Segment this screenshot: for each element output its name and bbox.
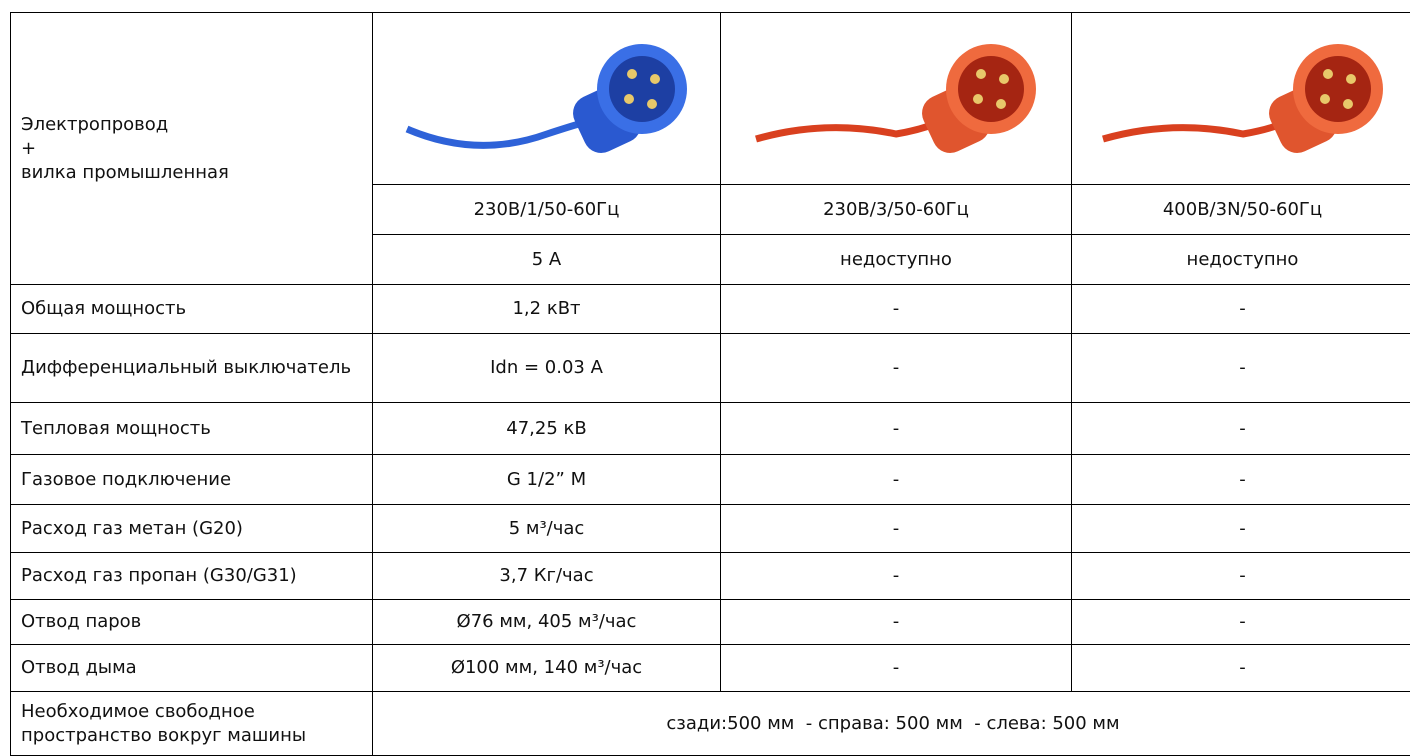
cell: недоступно (720, 234, 1072, 285)
cell: Расход газ метан (G20) (10, 504, 373, 553)
cell: Расход газ пропан (G30/G31) (10, 552, 373, 600)
cell: Отвод дыма (10, 644, 373, 692)
red-plug (1101, 43, 1383, 153)
voltage-row: 230В/1/50-60Гц 230В/3/50-60Гц 400В/3N/50… (11, 184, 1410, 235)
row: Дифференциальный выключатель Idn = 0.03 A… (10, 333, 1410, 403)
row: Отвод паров Ø76 мм, 405 м³/час - - (10, 599, 1410, 645)
cell: - (720, 454, 1072, 505)
header-label: Электропровод + вилка промышленная (10, 12, 373, 285)
cell: - (720, 644, 1072, 692)
cell: - (720, 333, 1072, 403)
cell: - (1071, 644, 1410, 692)
cell: - (720, 552, 1072, 600)
cell: - (720, 599, 1072, 645)
cell: 230В/1/50-60Гц (372, 184, 721, 235)
footer-row: Необходимое свободное пространство вокру… (10, 691, 1410, 756)
red-plug (755, 43, 1036, 153)
cell: Дифференциальный выключатель (10, 333, 373, 403)
cell: Общая мощность (10, 284, 373, 334)
cell: Отвод паров (10, 599, 373, 645)
label-line: вилка промышленная (21, 161, 229, 183)
cell: - (1071, 504, 1410, 553)
cell: - (1071, 552, 1410, 600)
cell: 5 м³/час (372, 504, 721, 553)
cell: - (1071, 402, 1410, 455)
cell: сзади:500 мм - справа: 500 мм - слева: 5… (372, 691, 1410, 756)
blue-plug (405, 43, 687, 153)
row: Общая мощность 1,2 кВт - - (10, 284, 1410, 334)
spec-table: Электропровод + вилка промышленная 230В/1/… (10, 12, 1410, 756)
cell: 400В/3N/50-60Гц (1071, 184, 1410, 235)
cell: Ø76 мм, 405 м³/час (372, 599, 721, 645)
cell: 3,7 Кг/час (372, 552, 721, 600)
label-line: + (21, 137, 37, 159)
cell: Тепловая мощность (10, 402, 373, 455)
cell: Ø100 мм, 140 м³/час (372, 644, 721, 692)
plug-image (1071, 12, 1410, 185)
row: Отвод дыма Ø100 мм, 140 м³/час - - (10, 644, 1410, 692)
row: Расход газ пропан (G30/G31) 3,7 Кг/час - - (10, 552, 1410, 600)
cell: 230В/3/50-60Гц (720, 184, 1072, 235)
cell: - (1071, 333, 1410, 403)
row: Расход газ метан (G20) 5 м³/час - - (10, 504, 1410, 553)
cell: 47,25 кВ (372, 402, 721, 455)
cell: недоступно (1071, 234, 1410, 285)
current-row: 5 А недоступно недоступно (11, 234, 1410, 285)
cell: - (720, 504, 1072, 553)
row: Тепловая мощность 47,25 кВ - - (10, 402, 1410, 455)
table-body: Электропровод + вилка промышленная 230В/1/… (10, 12, 1410, 756)
plug-image (720, 12, 1072, 185)
cell: G 1/2” M (372, 454, 721, 505)
cell: - (1071, 454, 1410, 505)
cell: Газовое подключение (10, 454, 373, 505)
cell: - (720, 284, 1072, 334)
plug-image (372, 12, 721, 185)
image-row: Электропровод + вилка промышленная (10, 12, 1410, 285)
cell: 5 А (372, 234, 721, 285)
cell: - (720, 402, 1072, 455)
cell: - (1071, 599, 1410, 645)
row: Газовое подключение G 1/2” M-- (10, 454, 1410, 505)
cell: Необходимое свободное пространство вокру… (10, 691, 373, 756)
label-line: Электропровод (21, 113, 169, 135)
cell: 1,2 кВт (372, 284, 721, 334)
cell: Idn = 0.03 A (372, 333, 721, 403)
cell: - (1071, 284, 1410, 334)
